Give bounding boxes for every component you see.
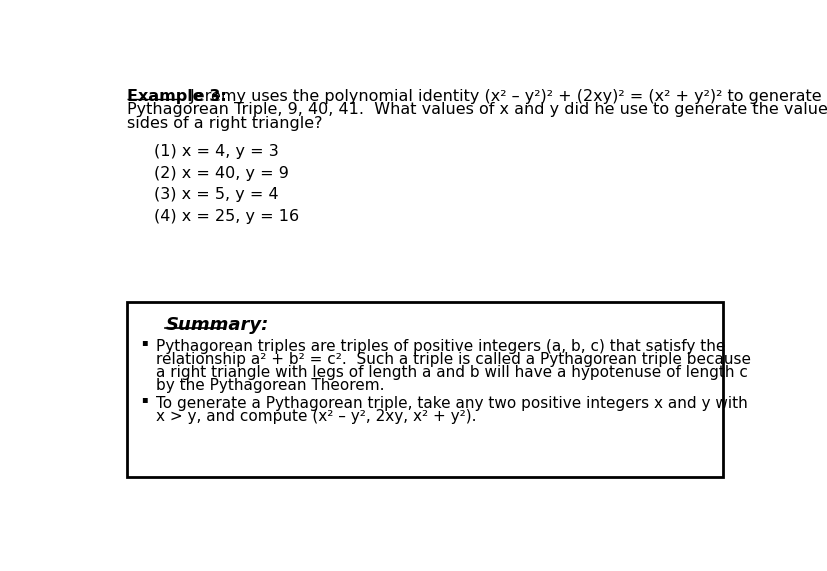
Text: (4) x = 25, y = 16: (4) x = 25, y = 16: [154, 208, 299, 224]
Text: Example 3:: Example 3:: [127, 89, 227, 103]
Text: (3) x = 5, y = 4: (3) x = 5, y = 4: [154, 187, 278, 202]
Text: ▪: ▪: [141, 337, 147, 347]
Text: To generate a Pythagorean triple, take any two positive integers x and y with: To generate a Pythagorean triple, take a…: [156, 396, 747, 411]
Text: (1) x = 4, y = 3: (1) x = 4, y = 3: [154, 144, 279, 159]
Text: x > y, and compute (x² – y², 2xy, x² + y²).: x > y, and compute (x² – y², 2xy, x² + y…: [156, 409, 476, 424]
Text: Jeremy uses the polynomial identity (x² – y²)² + (2xy)² = (x² + y²)² to generate: Jeremy uses the polynomial identity (x² …: [184, 89, 827, 103]
Text: (2) x = 40, y = 9: (2) x = 40, y = 9: [154, 166, 289, 180]
Text: ▪: ▪: [141, 394, 147, 404]
Text: a right triangle with legs of length a and b will have a hypotenuse of length c: a right triangle with legs of length a a…: [156, 365, 747, 380]
Text: by the Pythagorean Theorem.: by the Pythagorean Theorem.: [156, 378, 385, 393]
Text: Pythagorean Triple, 9, 40, 41.  What values of x and y did he use to generate th: Pythagorean Triple, 9, 40, 41. What valu…: [127, 102, 827, 118]
FancyBboxPatch shape: [127, 302, 723, 477]
Text: Summary:: Summary:: [165, 316, 269, 333]
Text: sides of a right triangle?: sides of a right triangle?: [127, 116, 322, 131]
Text: Pythagorean triples are triples of positive integers (a, b, c) that satisfy the: Pythagorean triples are triples of posit…: [156, 339, 724, 354]
Text: relationship a² + b² = c².  Such a triple is called a Pythagorean triple because: relationship a² + b² = c². Such a triple…: [156, 352, 750, 367]
